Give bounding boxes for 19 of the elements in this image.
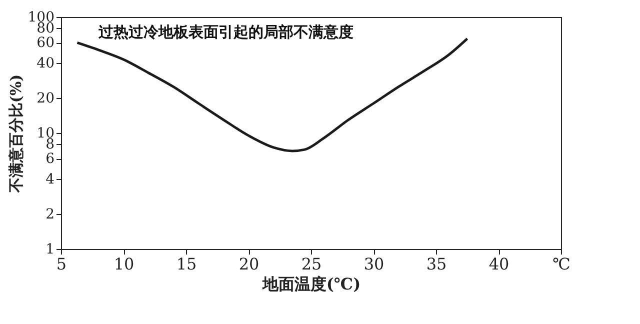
y-tick-label: 60	[36, 35, 54, 52]
x-tick-label: 15	[176, 254, 197, 274]
x-tick-label: 35	[426, 254, 447, 274]
y-tick-label: 40	[36, 56, 54, 72]
x-tick-label: 5	[56, 254, 67, 274]
x-tick-label: 10	[114, 254, 134, 274]
x-tick-label: 25	[301, 254, 322, 274]
x-tick-label: 20	[238, 254, 260, 274]
y-tick-label: 1	[46, 242, 54, 258]
y-axis-title: 不满意百分比(%)	[6, 74, 25, 194]
x-tick-label: 40	[488, 254, 510, 274]
x-tick-label: 30	[364, 254, 384, 274]
y-tick-label: 20	[36, 90, 54, 107]
x-tick-label: ℃	[552, 254, 570, 274]
y-tick-label: 6	[46, 151, 55, 168]
y-tick-label: 2	[46, 206, 54, 223]
chart-title: 过热过冷地板表面引起的局部不满意度	[97, 23, 354, 41]
y-tick-label: 4	[46, 172, 55, 188]
x-axis-title: 地面温度(℃)	[261, 274, 361, 294]
